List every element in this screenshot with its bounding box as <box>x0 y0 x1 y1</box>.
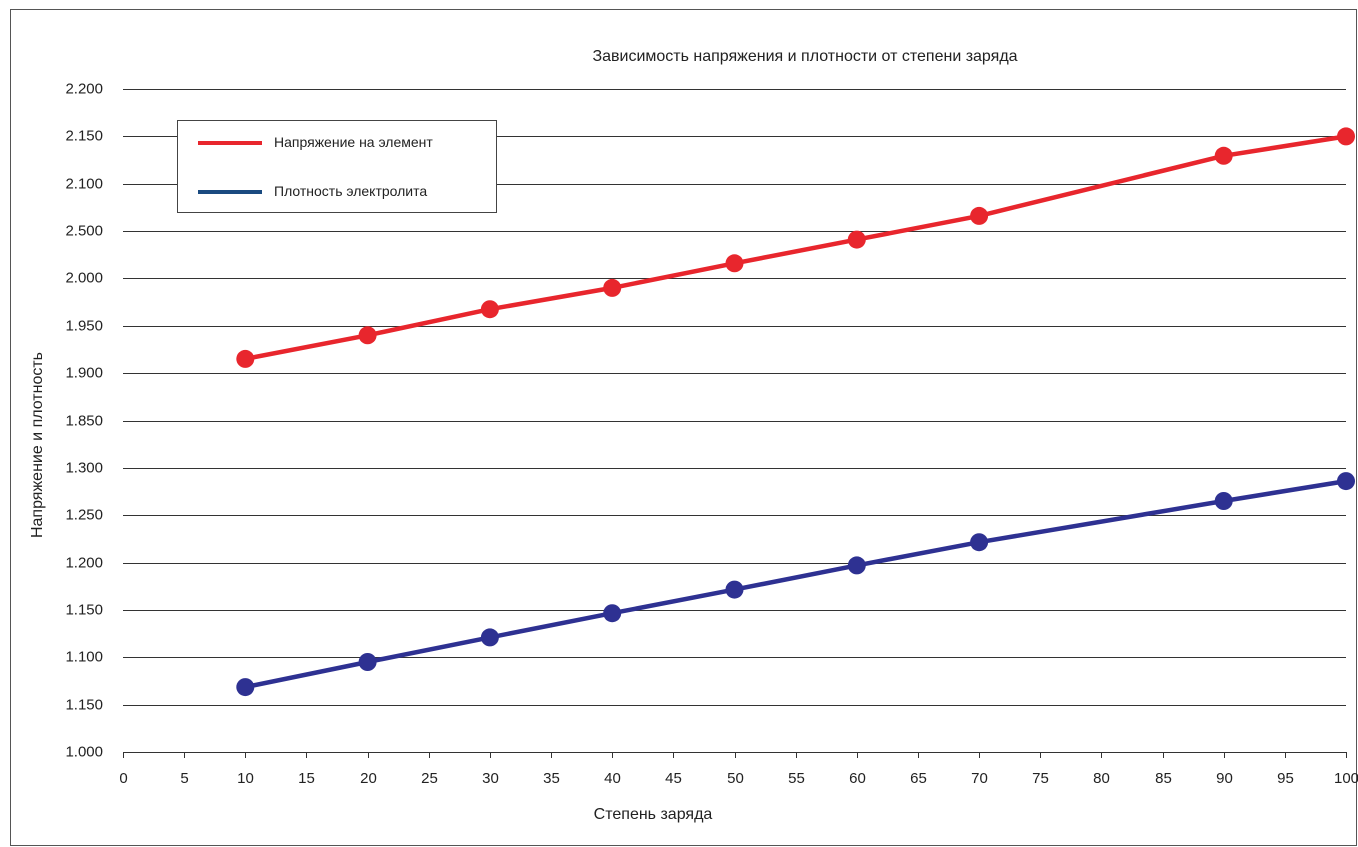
y-tick-label: 1.200 <box>65 554 103 571</box>
x-tick-label: 70 <box>971 770 988 787</box>
data-point <box>603 604 622 623</box>
data-point <box>847 230 866 249</box>
x-tick-label: 15 <box>298 770 315 787</box>
data-point <box>1337 127 1355 146</box>
x-tick-label: 55 <box>788 770 805 787</box>
series-1 <box>236 472 1355 697</box>
data-point <box>1214 492 1233 510</box>
x-tick-label: 20 <box>360 770 377 787</box>
y-tick-label: 1.150 <box>65 601 103 618</box>
y-tick-label: 1.250 <box>65 506 103 523</box>
y-tick-label: 2.150 <box>65 127 103 144</box>
x-tick-label: 80 <box>1093 770 1110 787</box>
y-axis-ticks: 1.000 1.150 1.100 1.150 1.200 1.250 1.300 1.850… <box>65 80 103 760</box>
x-tick-label: 35 <box>543 770 560 787</box>
data-point <box>480 300 499 319</box>
x-tick-label: 5 <box>180 770 188 787</box>
chart-title: Зависимость напряжения и плотности от ст… <box>592 48 1017 65</box>
y-tick-label: 2.200 <box>65 80 103 97</box>
data-point <box>480 628 499 647</box>
data-point <box>603 278 622 297</box>
x-tick-label: 65 <box>910 770 927 787</box>
x-tick-label: 90 <box>1216 770 1233 787</box>
x-tick-label: 95 <box>1277 770 1294 787</box>
legend-box <box>177 120 497 213</box>
y-tick-label: 1.900 <box>65 364 103 381</box>
x-tick-label: 100 <box>1334 770 1358 787</box>
y-tick-label: 2.500 <box>65 222 103 239</box>
x-tick-label: 85 <box>1155 770 1172 787</box>
y-tick-label: 2.100 <box>65 175 103 192</box>
legend-label-voltage: Напряжение на элемент <box>274 134 433 150</box>
data-point <box>358 653 377 671</box>
data-point <box>725 254 744 273</box>
x-axis: 0 5 10 15 20 25 30 35 40 45 50 55 60 65 70 75 80 85 90 95 10… <box>119 752 1358 787</box>
legend: Напряжение на элемент Плотность электрол… <box>177 120 497 213</box>
x-tick-label: 50 <box>727 770 744 787</box>
y-tick-label: 1.300 <box>65 459 103 476</box>
series-line <box>243 478 1349 690</box>
y-tick-label: 1.150 <box>65 696 103 713</box>
x-tick-label: 10 <box>237 770 254 787</box>
data-point <box>1214 146 1233 165</box>
x-axis-label: Степень заряда <box>594 806 713 823</box>
y-tick-label: 1.850 <box>65 412 103 429</box>
x-tick-label: 25 <box>421 770 438 787</box>
y-tick-label: 1.100 <box>65 648 103 665</box>
y-tick-label: 1.000 <box>65 743 103 760</box>
data-point <box>236 678 255 697</box>
data-point <box>1337 472 1355 491</box>
data-point <box>358 326 377 345</box>
y-tick-label: 2.000 <box>65 269 103 286</box>
data-point <box>847 556 866 575</box>
data-point <box>970 206 989 225</box>
y-tick-label: 1.950 <box>65 317 103 334</box>
x-tick-label: 40 <box>604 770 621 787</box>
x-tick-label: 0 <box>119 770 127 787</box>
x-tick-label: 75 <box>1032 770 1049 787</box>
series-0 <box>236 127 1355 368</box>
x-tick-label: 30 <box>482 770 499 787</box>
x-tick-label: 45 <box>665 770 682 787</box>
legend-label-density: Плотность электролита <box>274 183 427 199</box>
data-point <box>236 349 255 368</box>
y-axis-label: Напряжение и плотность <box>29 352 46 538</box>
data-point <box>970 533 989 552</box>
chart-frame <box>10 9 1357 846</box>
data-point <box>725 580 744 599</box>
series-layer <box>236 127 1355 697</box>
x-tick-label: 60 <box>849 770 866 787</box>
